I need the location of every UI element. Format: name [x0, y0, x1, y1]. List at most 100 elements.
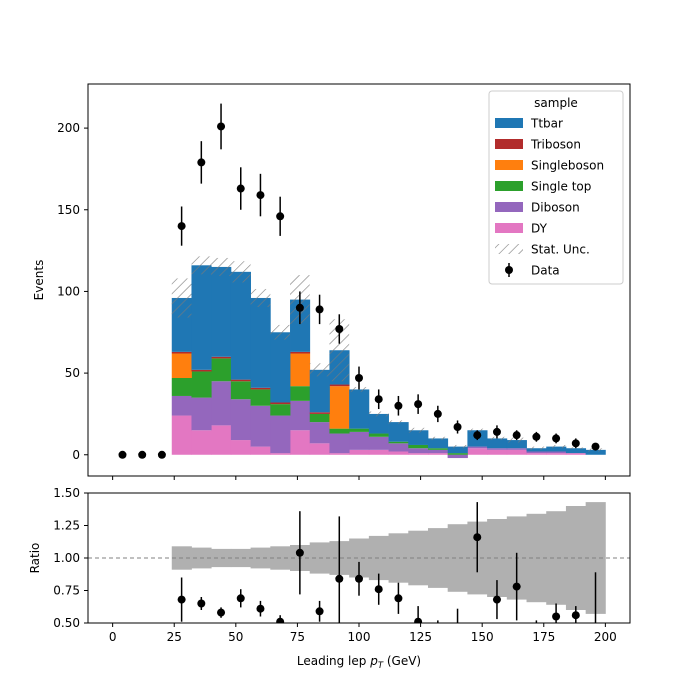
ratio-point-8 [335, 574, 344, 583]
legend-title: sample [534, 96, 578, 110]
stat-unc-band-5 [270, 324, 291, 340]
ratio-point-2 [217, 608, 226, 617]
data-point-12 [355, 374, 363, 382]
legend-swatch-singleboson [495, 160, 523, 170]
top-y-tick-label-1: 50 [65, 366, 80, 380]
bar-ttbar-9 [349, 389, 370, 429]
x-tick-label-7: 175 [532, 630, 555, 644]
ratio-point-6 [295, 548, 304, 557]
bar-ttbar-5 [270, 332, 291, 403]
data-point-8 [276, 212, 285, 221]
ratio-point-0 [177, 595, 186, 604]
data-point-20 [512, 431, 521, 440]
legend-swatch-stat-unc [495, 244, 523, 254]
bar-diboson-10 [368, 436, 389, 450]
bar-diboson-12 [408, 448, 429, 454]
bar-triboson-1 [191, 369, 212, 372]
bar-single-top-1 [191, 371, 212, 398]
stat-unc-band-12 [408, 427, 428, 433]
bar-ttbar-21 [585, 449, 606, 455]
bar-diboson-7 [309, 422, 330, 444]
bar-single-top-8 [329, 428, 350, 434]
stat-unc-band-0 [171, 278, 192, 318]
bar-diboson-6 [290, 400, 311, 431]
data-point-6 [236, 184, 245, 193]
bar-single-top-10 [368, 433, 389, 437]
bar-ttbar-13 [427, 438, 449, 449]
bar-singleboson-6 [290, 353, 311, 387]
bar-single-top-12 [408, 444, 429, 449]
x-tick-label-4: 100 [348, 630, 371, 644]
bottom-y-tick-label-0: 0.50 [53, 616, 80, 630]
legend-swatch-dy [495, 223, 523, 233]
bar-single-top-7 [309, 413, 330, 423]
bar-dy-2 [211, 425, 232, 455]
legend-swatch-diboson [495, 202, 523, 212]
x-tick-label-0: 0 [109, 630, 117, 644]
bar-diboson-0 [171, 395, 192, 416]
bar-triboson-2 [211, 356, 232, 359]
ratio-plot-panel: 0 25 50 75 100 125 150 175 200 0.50 0.75 1.00 1.25 1.… [28, 486, 631, 644]
bar-dy-17 [506, 449, 527, 455]
top-y-tick-label-0: 0 [72, 448, 80, 462]
bar-ttbar-7 [309, 369, 330, 413]
bar-dy-8 [329, 453, 350, 455]
bar-diboson-5 [270, 415, 291, 454]
ratio-unc-band-3 [230, 548, 251, 568]
ratio-point-10 [374, 585, 383, 594]
stat-unc-band-10 [368, 411, 389, 417]
ratio-unc-band-20 [565, 506, 587, 610]
bar-singleboson-0 [171, 353, 192, 378]
x-axis-label: Leading lep pT (GeV) [297, 654, 421, 671]
legend-label-ttbar: Ttbar [530, 117, 563, 131]
ratio-unc-band-4 [250, 547, 271, 569]
legend-swatch-ttbar [495, 118, 523, 128]
y-axis-label-events: Events [32, 260, 46, 301]
bar-dy-4 [250, 446, 271, 455]
stat-unc-band-3 [230, 261, 251, 283]
legend-label-data: Data [531, 264, 560, 278]
ratio-unc-band-19 [546, 511, 567, 605]
bar-triboson-7 [309, 412, 330, 414]
ratio-point-16 [492, 595, 501, 604]
bar-diboson-8 [329, 433, 350, 454]
ratio-point-7 [315, 607, 324, 616]
bar-single-top-2 [211, 358, 232, 382]
data-point-5 [217, 122, 226, 131]
data-point-4 [197, 158, 206, 167]
ratio-point-9 [355, 574, 363, 583]
ratio-point-13 [434, 629, 442, 637]
bar-ttbar-12 [408, 430, 429, 445]
ratio-point-14 [454, 636, 462, 644]
legend-label-singleboson: Singleboson [531, 159, 604, 173]
bar-diboson-1 [191, 397, 212, 431]
top-y-tick-label-4: 200 [57, 121, 80, 135]
data-point-10 [315, 305, 324, 314]
bar-diboson-18 [526, 451, 547, 454]
x-tick-label-3: 75 [290, 630, 305, 644]
bar-dy-12 [408, 453, 429, 455]
bar-singleboson-8 [329, 386, 350, 429]
bar-ttbar-16 [487, 438, 508, 449]
data-point-7 [256, 191, 265, 200]
bar-single-top-13 [427, 448, 449, 450]
bar-diboson-9 [349, 431, 370, 450]
ratio-point-12 [414, 617, 423, 623]
bar-diboson-13 [427, 449, 449, 454]
data-point-0 [118, 450, 127, 459]
data-point-18 [473, 431, 482, 440]
bar-ttbar-10 [368, 413, 389, 434]
bar-dy-9 [349, 449, 370, 455]
ratio-unc-band-14 [447, 524, 468, 592]
bar-single-top-5 [270, 404, 291, 416]
stat-unc-band-14 [447, 444, 468, 449]
stat-unc-band-18 [526, 446, 547, 450]
bar-single-top-3 [230, 381, 251, 400]
data-point-16 [433, 409, 442, 418]
bar-dy-3 [230, 440, 251, 455]
bar-single-top-6 [290, 386, 311, 401]
legend-label-triboson: Triboson [530, 138, 581, 152]
bar-triboson-5 [270, 402, 291, 405]
bar-dy-10 [368, 449, 389, 455]
